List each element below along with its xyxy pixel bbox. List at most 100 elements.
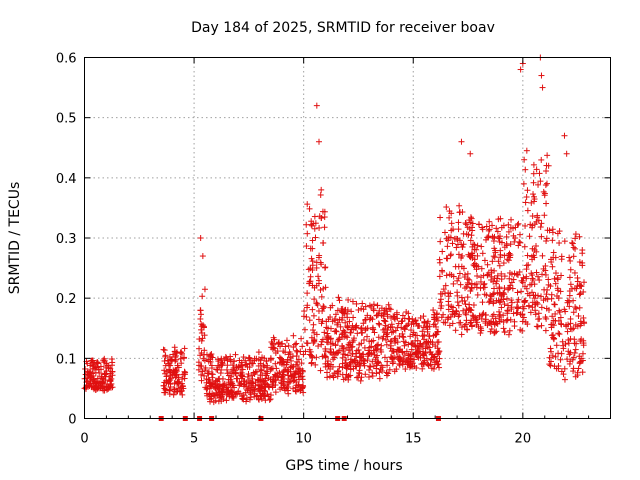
- data-point: [342, 306, 349, 313]
- data-point: [344, 352, 351, 359]
- data-point: [430, 307, 437, 314]
- data-point: [420, 313, 427, 320]
- data-point: [535, 217, 542, 224]
- data-point: [443, 204, 450, 211]
- data-point: [334, 319, 341, 326]
- data-point: [549, 229, 556, 236]
- data-point: [209, 374, 216, 381]
- data-point: [322, 348, 329, 355]
- data-point: [474, 242, 481, 249]
- data-point: [351, 357, 358, 364]
- data-point: [506, 250, 513, 257]
- data-point: [572, 231, 579, 238]
- data-point: [374, 352, 381, 359]
- data-point: [452, 263, 459, 270]
- data-point: [445, 234, 452, 241]
- data-point: [569, 240, 576, 247]
- data-point: [332, 350, 339, 357]
- data-point: [570, 354, 577, 361]
- data-point: [336, 297, 343, 304]
- data-point: [554, 230, 561, 237]
- data-point: [173, 368, 180, 375]
- data-point: [524, 207, 531, 214]
- data-point: [458, 138, 465, 145]
- data-point: [258, 393, 265, 400]
- data-point: [390, 313, 397, 320]
- data-point: [203, 390, 210, 397]
- data-point: [171, 380, 178, 387]
- data-point: [543, 200, 550, 207]
- data-point: [570, 297, 577, 304]
- data-point: [538, 72, 545, 79]
- data-point: [572, 245, 579, 252]
- data-point: [486, 319, 493, 326]
- data-point: [317, 191, 324, 198]
- data-point: [449, 240, 456, 247]
- data-point: [321, 329, 328, 336]
- data-point: [282, 343, 289, 350]
- data-point: [164, 357, 171, 364]
- data-point: [400, 358, 407, 365]
- data-point: [451, 311, 458, 318]
- data-point: [577, 338, 584, 345]
- data-point: [345, 347, 352, 354]
- data-point: [245, 371, 252, 378]
- data-point: [498, 304, 505, 311]
- data-point: [198, 311, 205, 318]
- data-point: [165, 366, 172, 373]
- data-point: [309, 327, 316, 334]
- data-point: [529, 304, 536, 311]
- data-point: [179, 376, 186, 383]
- data-point: [257, 366, 264, 373]
- data-point: [578, 283, 585, 290]
- data-point: [566, 274, 573, 281]
- data-point: [561, 132, 568, 139]
- data-point: [497, 254, 504, 261]
- data-point: [107, 383, 114, 390]
- data-point: [249, 375, 256, 382]
- data-point: [306, 351, 313, 358]
- data-point: [313, 102, 320, 109]
- y-tick-labels: 0 0.1 0.2 0.3 0.4 0.5 0.6: [56, 52, 77, 428]
- data-point: [542, 314, 549, 321]
- data-point: [561, 238, 568, 245]
- data-point: [524, 252, 531, 259]
- data-point: [416, 340, 423, 347]
- data-point: [407, 333, 414, 340]
- data-point: [541, 286, 548, 293]
- data-point: [453, 307, 460, 314]
- data-point: [528, 270, 535, 277]
- data-point: [377, 366, 384, 373]
- data-point: [424, 360, 431, 367]
- data-point: [532, 242, 539, 249]
- data-point: [255, 356, 262, 363]
- data-point: [545, 162, 552, 169]
- data-point: [294, 358, 301, 365]
- data-point: [360, 336, 367, 343]
- data-point: [161, 347, 168, 354]
- data-point: [506, 269, 513, 276]
- data-point: [329, 363, 336, 370]
- data-point: [550, 331, 557, 338]
- data-point: [405, 315, 412, 322]
- data-point: [273, 376, 280, 383]
- data-point: [101, 357, 108, 364]
- data-point: [290, 332, 297, 339]
- data-point: [342, 356, 349, 363]
- data-point: [523, 262, 530, 269]
- data-point: [505, 257, 512, 264]
- data-point: [200, 355, 207, 362]
- data-point: [494, 272, 501, 279]
- data-point: [473, 321, 480, 328]
- data-point: [534, 292, 541, 299]
- data-point: [399, 317, 406, 324]
- data-point: [201, 372, 208, 379]
- data-point: [501, 291, 508, 298]
- data-point: [313, 354, 320, 361]
- data-point: [318, 341, 325, 348]
- data-point: [550, 336, 557, 343]
- data-point: [264, 362, 271, 369]
- data-point: [482, 311, 489, 318]
- data-point: [310, 312, 317, 319]
- data-point: [98, 375, 105, 382]
